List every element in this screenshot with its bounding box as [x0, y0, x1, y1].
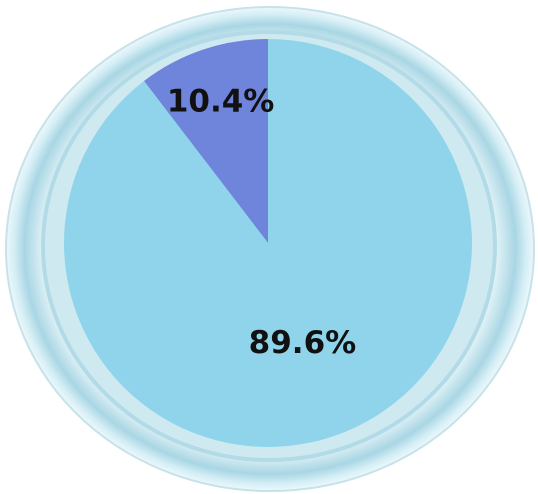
data-label: 89.6%	[249, 325, 357, 361]
pie-slice	[143, 39, 268, 243]
data-label: 10.4%	[167, 84, 275, 120]
pie: 10.4% 89.6%	[63, 39, 472, 447]
pie-slice	[63, 39, 472, 447]
